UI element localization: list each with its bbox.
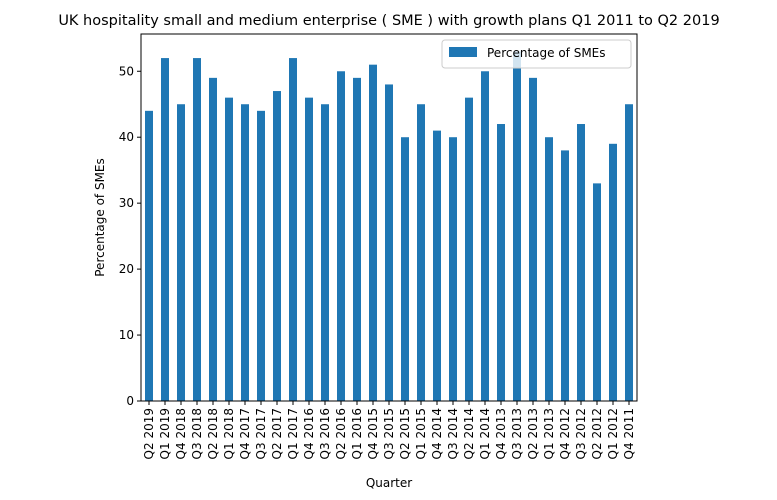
bar [465, 97, 473, 401]
bar [321, 104, 329, 401]
bar [145, 110, 153, 401]
bar [433, 130, 441, 402]
bar [305, 97, 313, 401]
x-tick-label: Q2 2015 [398, 408, 412, 459]
legend-label: Percentage of SMEs [487, 46, 606, 60]
legend-swatch [449, 47, 477, 57]
legend: Percentage of SMEs [441, 39, 632, 69]
x-tick-label: Q1 2014 [478, 408, 492, 459]
y-tick-label: 30 [119, 196, 134, 210]
x-tick-label: Q1 2017 [286, 408, 300, 459]
x-tick-label: Q1 2016 [350, 408, 364, 459]
x-tick-label: Q3 2013 [510, 408, 524, 459]
x-tick-label: Q2 2017 [270, 408, 284, 459]
x-tick-label: Q2 2019 [142, 408, 156, 459]
x-tick-label: Q4 2012 [558, 408, 572, 459]
x-tick-label: Q3 2018 [190, 408, 204, 459]
x-tick-label: Q2 2018 [206, 408, 220, 459]
x-tick-label: Q1 2013 [542, 408, 556, 459]
x-tick-label: Q1 2015 [414, 408, 428, 459]
x-tick-label: Q4 2013 [494, 408, 508, 459]
x-tick-label: Q4 2018 [174, 408, 188, 459]
bar [209, 77, 217, 402]
y-tick-label: 10 [119, 328, 134, 342]
x-tick-label: Q2 2016 [334, 408, 348, 459]
x-tick-label: Q3 2017 [254, 408, 268, 459]
legend-box [441, 39, 632, 69]
x-tick-label: Q2 2014 [462, 408, 476, 459]
x-tick-label: Q4 2017 [238, 408, 252, 459]
bar [257, 110, 265, 401]
y-tick-label: 40 [119, 130, 134, 144]
bar [385, 84, 393, 401]
bar [481, 71, 489, 401]
bar [529, 77, 537, 402]
bar [545, 137, 553, 401]
x-tick-label: Q4 2014 [430, 408, 444, 459]
bars-group [145, 51, 633, 402]
x-tick-label: Q4 2015 [366, 408, 380, 459]
bar [497, 124, 505, 402]
bar [561, 150, 569, 401]
bar [337, 71, 345, 401]
x-tick-label: Q3 2012 [574, 408, 588, 459]
y-tick-label: 20 [119, 262, 134, 276]
bar [609, 143, 617, 402]
bar [417, 104, 425, 401]
x-tick-label: Q1 2019 [158, 408, 172, 459]
bar [225, 97, 233, 401]
x-tick-label: Q4 2016 [302, 408, 316, 459]
x-tick-label: Q1 2018 [222, 408, 236, 459]
bar [513, 51, 521, 401]
bar [193, 58, 201, 401]
x-tick-label: Q3 2016 [318, 408, 332, 459]
y-tick-label: 50 [119, 64, 134, 78]
bar [177, 104, 185, 401]
bar [161, 58, 169, 401]
bar [353, 77, 361, 402]
x-tick-label: Q1 2012 [606, 408, 620, 459]
y-axis-label: Percentage of SMEs [93, 158, 107, 277]
bar [577, 124, 585, 402]
bar [241, 104, 249, 401]
x-tick-label: Q4 2011 [622, 408, 636, 459]
x-tick-label: Q2 2012 [590, 408, 604, 459]
x-axis-label: Quarter [366, 476, 412, 490]
bar [449, 137, 457, 401]
bar [401, 137, 409, 401]
bar [369, 64, 377, 402]
bar [273, 91, 281, 401]
bar [625, 104, 633, 401]
chart-title: UK hospitality small and medium enterpri… [58, 13, 719, 29]
bar [593, 183, 601, 401]
y-tick-label: 0 [126, 394, 134, 408]
bar [289, 58, 297, 401]
x-tick-label: Q3 2014 [446, 408, 460, 459]
x-tick-label: Q3 2015 [382, 408, 396, 459]
x-tick-label: Q2 2013 [526, 408, 540, 459]
